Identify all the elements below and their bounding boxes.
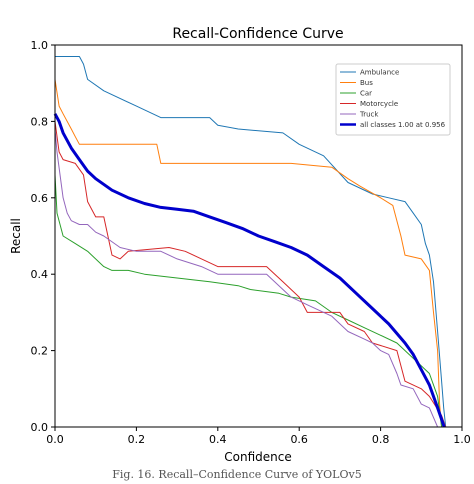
x-tick-label: 0.0	[46, 433, 64, 446]
x-tick-label: 0.6	[290, 433, 308, 446]
y-tick-label: 1.0	[31, 39, 49, 52]
y-tick-label: 0.2	[31, 345, 49, 358]
legend: Ambulance Bus Car Motorcycle Truck all classe…	[335, 63, 451, 136]
plot-area-frame	[54, 44, 463, 428]
x-axis-ticks: 0.0 0.2 0.4 0.6 0.8 1.0	[46, 427, 471, 446]
legend-label: Motorcycle	[360, 100, 398, 108]
y-axis-ticks: 0.0 0.2 0.4 0.6 0.8 1.0	[31, 39, 55, 434]
legend-label: Ambulance	[360, 69, 399, 77]
series-line-truck	[54, 128, 439, 428]
figure-caption: Fig. 16. Recall–Confidence Curve of YOLO…	[112, 468, 362, 481]
series-line-bus	[54, 79, 443, 428]
x-tick-label: 0.8	[372, 433, 390, 446]
y-tick-label: 0.6	[31, 192, 49, 205]
legend-box	[335, 63, 451, 136]
y-tick-label: 0.8	[31, 115, 49, 128]
series-line-all-classes-1-00-at-0-956	[53, 113, 446, 428]
series-layer	[53, 56, 447, 428]
chart-title: Recall-Confidence Curve	[172, 26, 343, 42]
y-tick-label: 0.0	[31, 421, 49, 434]
legend-label: Truck	[359, 111, 379, 119]
legend-label: Bus	[360, 79, 373, 87]
series-line-ambulance	[55, 56, 447, 428]
y-tick-label: 0.4	[31, 268, 49, 281]
y-axis-label: Recall	[9, 218, 23, 254]
series-line-motorcycle	[54, 121, 447, 428]
x-tick-label: 0.2	[128, 433, 146, 446]
legend-label: Car	[360, 90, 372, 98]
x-tick-label: 0.4	[209, 433, 227, 446]
x-axis-label: Confidence	[224, 450, 291, 464]
series-line-car	[54, 174, 443, 428]
x-tick-label: 1.0	[453, 433, 471, 446]
legend-label: all classes 1.00 at 0.956	[360, 121, 446, 129]
